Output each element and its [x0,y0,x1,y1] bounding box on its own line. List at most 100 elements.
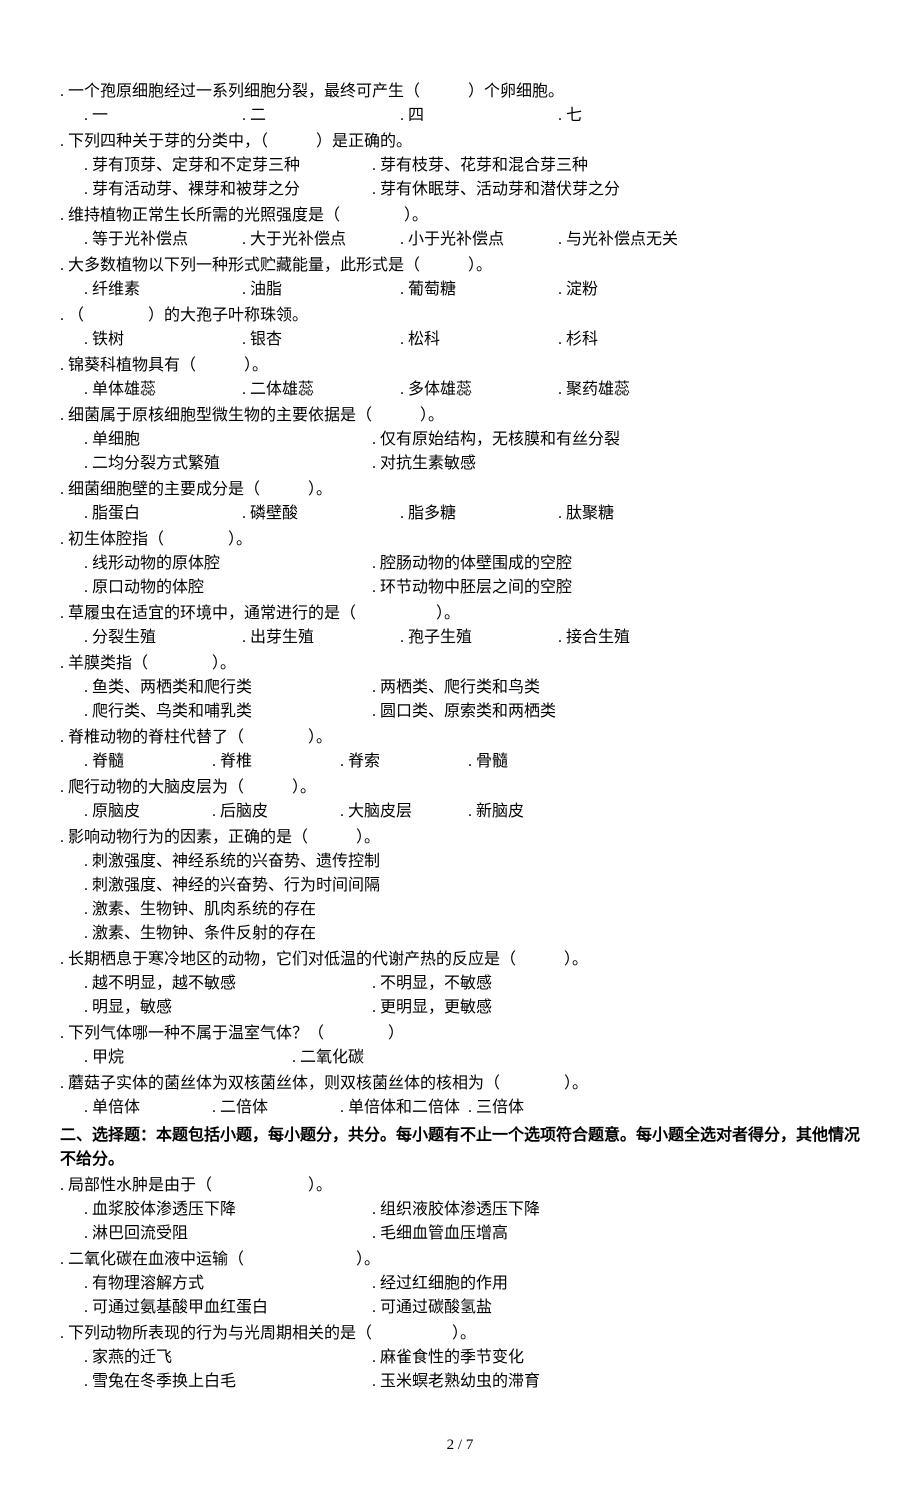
option-text: . 雪兔在冬季换上白毛 [84,1370,364,1394]
question-block: . 细菌属于原核细胞型微生物的主要依据是（ ）。. 单细胞 . 仅有原始结构，无核… [60,404,860,476]
question-stem: . （ ）的大孢子叶称珠领。 [60,304,860,328]
option-text: . 单倍体和二倍体 [340,1096,460,1120]
question-stem: . 脊椎动物的脊柱代替了（ ）。 [60,726,860,750]
option-text: . 脂多糖 [400,502,550,526]
option-text: . 原口动物的体腔 [84,576,364,600]
option-text: . 不明显，不敏感 [372,972,492,996]
option-text: . 仅有原始结构，无核膜和有丝分裂 [372,428,620,452]
option-text: . 淀粉 [558,278,708,302]
question-block: . 长期栖息于寒冷地区的动物，它们对低温的代谢产热的反应是（ ）。. 越不明显，… [60,948,860,1020]
question-stem: . 二氧化碳在血液中运输（ ）。 [60,1248,860,1272]
option-text: . 激素、生物钟、肌肉系统的存在 [84,898,852,922]
question-block: . 羊膜类指（ ）。. 鱼类、两栖类和爬行类. 两栖类、爬行类和鸟类. 爬行类、… [60,652,860,724]
option-text: . 毛细血管血压增高 [372,1222,508,1246]
option-text: . 油脂 [242,278,392,302]
option-text: . 对抗生素敏感 [372,452,476,476]
option-text: . 脂蛋白 [84,502,234,526]
option-text: . 可通过氨基酸甲血红蛋白 [84,1296,364,1320]
question-block: . 初生体腔指（ ）。. 线形动物的原体腔. 腔肠动物的体壁围成的空腔. 原口动… [60,528,860,600]
option-text: . 血浆胶体渗透压下降 [84,1198,364,1222]
question-block: . （ ）的大孢子叶称珠领。. 铁树 . 银杏 . 松科 . 杉科 [60,304,860,352]
question-block: . 局部性水肿是由于（ ）。. 血浆胶体渗透压下降. 组织液胶体渗透压下降. 淋… [60,1174,860,1246]
option-text: . 爬行类、鸟类和哺乳类 [84,700,364,724]
option-text: . 接合生殖 [558,626,708,650]
question-block: . 锦葵科植物具有（ ）。. 单体雄蕊. 二体雄蕊. 多体雄蕊. 聚药雄蕊 [60,354,860,402]
option-text: . 四 [400,104,550,128]
option-text: . 脊索 [340,750,460,774]
option-text: . 等于光补偿点 [84,228,234,252]
option-text: . 更明显，更敏感 [372,996,492,1020]
question-block: . 细菌细胞壁的主要成分是（ ）。. 脂蛋白 . 磷壁酸 . 脂多糖 . 肽聚糖 [60,478,860,526]
option-text: . 刺激强度、神经的兴奋势、行为时间间隔 [84,874,852,898]
question-stem: . 初生体腔指（ ）。 [60,528,860,552]
option-text: . 大脑皮层 [340,800,460,824]
option-text: . 铁树 [84,328,234,352]
option-text: . 麻雀食性的季节变化 [372,1346,524,1370]
question-block: . 下列动物所表现的行为与光周期相关的是（ ）。. 家燕的迁飞. 麻雀食性的季节… [60,1322,860,1394]
question-stem: . 一个孢原细胞经过一系列细胞分裂，最终可产生（ ）个卵细胞。 [60,80,860,104]
option-text: . 二均分裂方式繁殖 [84,452,364,476]
option-text: . 两栖类、爬行类和鸟类 [372,676,540,700]
option-text: . 脊髓 [84,750,204,774]
option-text: . 出芽生殖 [242,626,392,650]
question-block: . 下列气体哪一种不属于温室气体？（ ）. 甲烷. 二氧化碳 [60,1022,860,1070]
question-stem: . 细菌属于原核细胞型微生物的主要依据是（ ）。 [60,404,860,428]
option-text: . 组织液胶体渗透压下降 [372,1198,540,1222]
option-text: . 磷壁酸 [242,502,392,526]
question-stem: . 长期栖息于寒冷地区的动物，它们对低温的代谢产热的反应是（ ）。 [60,948,860,972]
option-text: . 激素、生物钟、条件反射的存在 [84,922,852,946]
option-text: . 聚药雄蕊 [558,378,708,402]
option-text: . 明显，敏感 [84,996,364,1020]
option-text: . 家燕的迁飞 [84,1346,364,1370]
option-text: . 小于光补偿点 [400,228,550,252]
option-text: . 多体雄蕊 [400,378,550,402]
option-text: . 芽有休眠芽、活动芽和潜伏芽之分 [372,178,620,202]
option-text: . 芽有顶芽、定芽和不定芽三种 [84,154,364,178]
option-text: . 松科 [400,328,550,352]
option-text: . 纤维素 [84,278,234,302]
option-text: . 与光补偿点无关 [558,228,708,252]
option-text: . 二倍体 [212,1096,332,1120]
option-text: . 环节动物中胚层之间的空腔 [372,576,572,600]
question-block: . 一个孢原细胞经过一系列细胞分裂，最终可产生（ ）个卵细胞。. 一 . 二 . 四… [60,80,860,128]
option-text: . 原脑皮 [84,800,204,824]
question-stem: . 爬行动物的大脑皮层为（ ）。 [60,776,860,800]
question-stem: . 局部性水肿是由于（ ）。 [60,1174,860,1198]
question-block: . 草履虫在适宜的环境中，通常进行的是（ ）。. 分裂生殖. 出芽生殖. 孢子生… [60,602,860,650]
option-text: . 二 [242,104,392,128]
option-text: . 甲烷 [84,1046,284,1070]
option-text: . 七 [558,104,708,128]
option-text: . 经过红细胞的作用 [372,1272,508,1296]
option-text: . 越不明显，越不敏感 [84,972,364,996]
question-stem: . 影响动物行为的因素，正确的是（ ）。 [60,826,860,850]
option-text: . 二氧化碳 [292,1046,364,1070]
option-text: . 二体雄蕊 [242,378,392,402]
option-text: . 一 [84,104,234,128]
option-text: . 单倍体 [84,1096,204,1120]
option-text: . 玉米螟老熟幼虫的滞育 [372,1370,540,1394]
option-text: . 银杏 [242,328,392,352]
question-block: . 爬行动物的大脑皮层为（ ）。. 原脑皮. 后脑皮. 大脑皮层. 新脑皮 [60,776,860,824]
option-text: . 肽聚糖 [558,502,708,526]
option-text: . 芽有枝芽、花芽和混合芽三种 [372,154,588,178]
option-text: . 单体雄蕊 [84,378,234,402]
question-stem: . 细菌细胞壁的主要成分是（ ）。 [60,478,860,502]
option-text: . 圆口类、原索类和两栖类 [372,700,556,724]
option-text: . 葡萄糖 [400,278,550,302]
option-text: . 鱼类、两栖类和爬行类 [84,676,364,700]
option-text: . 后脑皮 [212,800,332,824]
question-block: . 维持植物正常生长所需的光照强度是（ ）。. 等于光补偿点 . 大于光补偿点 . … [60,204,860,252]
option-text: . 三倍体 [468,1096,588,1120]
question-block: . 脊椎动物的脊柱代替了（ ）。. 脊髓. 脊椎. 脊索. 骨髓 [60,726,860,774]
option-text: . 单细胞 [84,428,364,452]
question-stem: . 维持植物正常生长所需的光照强度是（ ）。 [60,204,860,228]
option-text: . 可通过碳酸氢盐 [372,1296,492,1320]
option-text: . 线形动物的原体腔 [84,552,364,576]
option-text: . 杉科 [558,328,708,352]
question-stem: . 蘑菇子实体的菌丝体为双核菌丝体，则双核菌丝体的核相为（ ）。 [60,1072,860,1096]
question-stem: . 下列四种关于芽的分类中，（ ）是正确的。 [60,130,860,154]
question-block: . 下列四种关于芽的分类中，（ ）是正确的。. 芽有顶芽、定芽和不定芽三种 . 芽… [60,130,860,202]
question-block: . 大多数植物以下列一种形式贮藏能量，此形式是（ ）。. 纤维素. 油脂. 葡萄… [60,254,860,302]
option-text: . 大于光补偿点 [242,228,392,252]
option-text: . 有物理溶解方式 [84,1272,364,1296]
